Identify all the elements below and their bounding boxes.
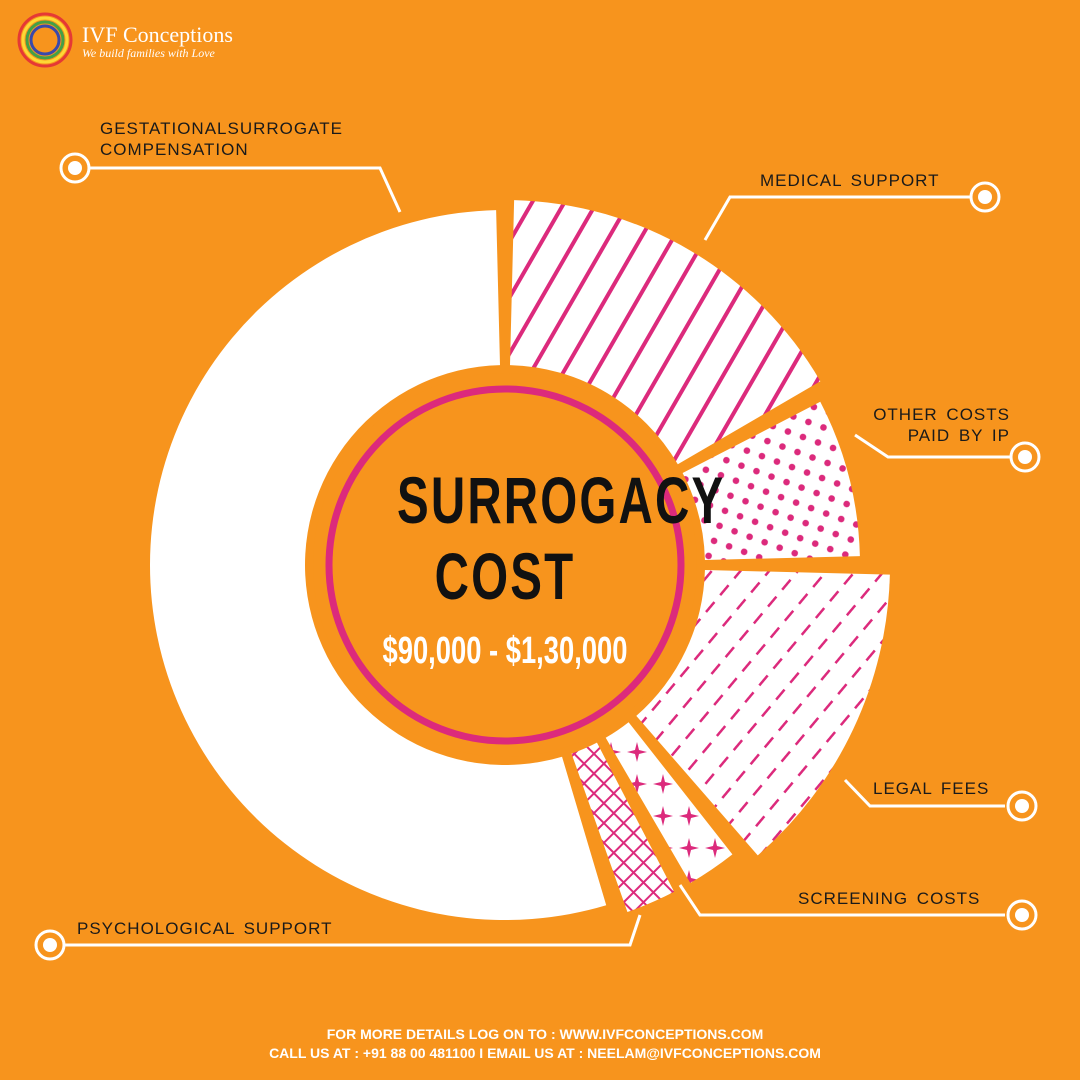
- donut-segment: [682, 401, 860, 561]
- category-label: OTHER COSTS PAID BY IP: [873, 405, 1010, 445]
- chart-title: SURROGACY COST: [397, 463, 726, 613]
- leader-dot: [1018, 450, 1032, 464]
- leader-line: [854, 433, 1010, 459]
- leader-dot: [1015, 799, 1029, 813]
- center-disk: [313, 373, 697, 757]
- leader-line: [843, 778, 1005, 808]
- leader-dot: [1015, 908, 1029, 922]
- category-label: LEGAL FEES: [873, 779, 990, 798]
- footer-line: FOR MORE DETAILS LOG ON TO : WWW.IVFCONC…: [326, 1026, 764, 1042]
- center-ring: [325, 385, 685, 745]
- donut-segment: [149, 210, 607, 920]
- leader-line: [65, 914, 642, 947]
- leader-ring: [59, 152, 91, 184]
- donut-segment: [571, 742, 675, 913]
- logo-ring: [21, 16, 69, 64]
- donut-segment: [605, 722, 733, 883]
- logo-ring: [29, 24, 61, 56]
- leader-ring: [1009, 441, 1041, 473]
- category-label: MEDICAL SUPPORT: [760, 171, 940, 190]
- footer-line: CALL US AT : +91 88 00 481100 I EMAIL US…: [269, 1045, 821, 1061]
- brand-name: IVF Conceptions: [82, 22, 233, 47]
- chart-subtitle: $90,000 - $1,30,000: [382, 630, 628, 672]
- brand-tagline: We build families with Love: [82, 46, 215, 60]
- leader-ring: [1006, 899, 1038, 931]
- leader-dot: [68, 161, 82, 175]
- category-label: SCREENING COSTS: [798, 889, 981, 908]
- donut-segment: [509, 200, 821, 465]
- category-label: PSYCHOLOGICAL SUPPORT: [77, 919, 333, 938]
- leader-dot: [978, 190, 992, 204]
- leader-line: [678, 884, 1005, 917]
- leader-ring: [1006, 790, 1038, 822]
- leader-ring: [34, 929, 66, 961]
- leader-ring: [969, 181, 1001, 213]
- donut-segment: [636, 569, 890, 856]
- logo-ring: [25, 20, 65, 60]
- leader-line: [703, 195, 970, 241]
- leader-dot: [43, 938, 57, 952]
- logo: [17, 12, 73, 68]
- category-label: GESTATIONALSURROGATE COMPENSATION: [100, 119, 343, 159]
- leader-line: [90, 166, 402, 213]
- logo-ring: [17, 12, 73, 68]
